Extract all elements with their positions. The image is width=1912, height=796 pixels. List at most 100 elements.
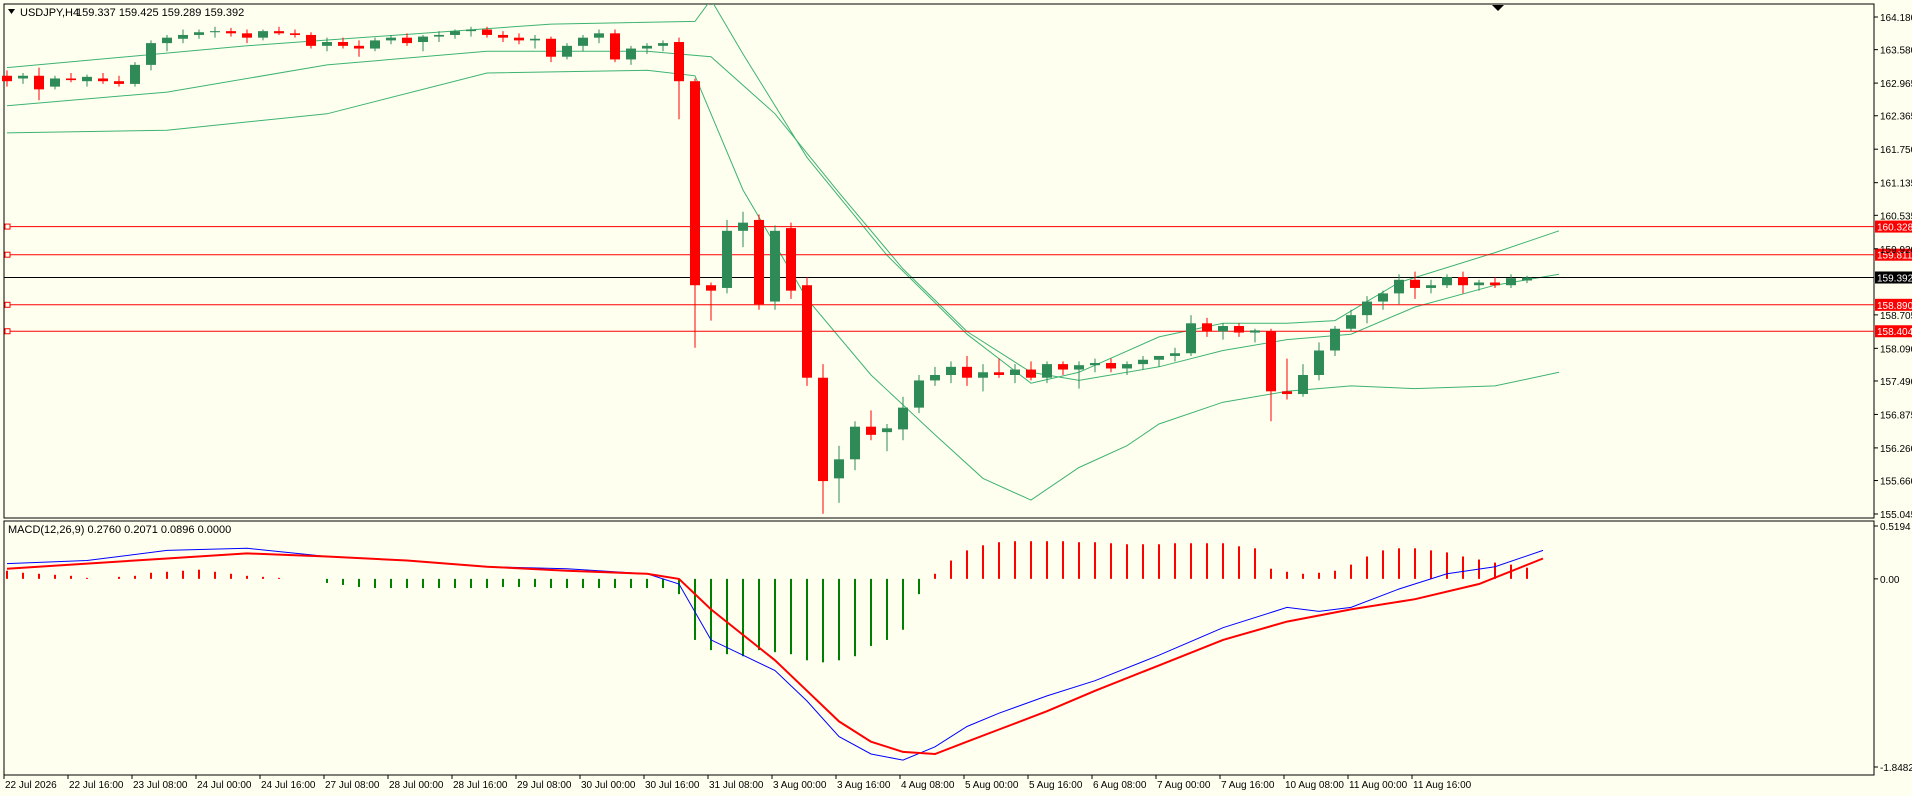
candle-body [834,459,844,479]
candle-body [1186,323,1196,354]
time-tick-label: 30 Jul 16:00 [645,780,700,791]
time-tick-label: 28 Jul 16:00 [453,780,508,791]
candle-body [786,228,796,291]
price-tick-label: 156.260 [1880,444,1912,455]
candle-body [626,48,636,60]
candle-body [1122,364,1132,369]
candle-body [706,285,716,291]
level-handle-icon [4,251,11,258]
time-tick-label: 24 Jul 16:00 [261,780,316,791]
candle-body [306,34,316,46]
candle-body [1458,277,1468,286]
candle-body [594,33,604,38]
candle-body [226,31,236,34]
candle-body [802,285,812,378]
candle-body [498,34,508,38]
price-tick-label: 164.180 [1880,13,1912,24]
time-tick-label: 5 Aug 00:00 [965,780,1019,791]
macd-plot [6,541,1544,761]
candle-body [210,31,220,33]
level-price-label: 158.404 [1877,327,1912,338]
candle-body [450,31,460,35]
candle-body [2,75,12,82]
candle-body [1426,285,1436,288]
candle-body [1490,282,1500,286]
macd-title: MACD(12,26,9) 0.2760 0.2071 0.0896 0.000… [8,524,231,536]
price-axis: 164.180 163.580 162.965 162.365 161.750 161.1… [1874,13,1912,521]
candle-body [642,45,652,49]
candle-body [338,42,348,46]
candle-body [194,32,204,35]
time-tick-label: 24 Jul 00:00 [197,780,252,791]
time-tick-label: 10 Aug 08:00 [1285,780,1344,791]
price-pane[interactable] [3,3,1875,519]
candle-body [34,75,44,90]
candle-body [962,366,972,378]
candle-body [658,43,668,46]
candle-body [690,81,700,286]
candle-body [994,372,1004,375]
candle-body [1346,315,1356,329]
candle-body [946,366,956,375]
time-tick-label: 3 Aug 16:00 [837,780,891,791]
candle-body [1170,353,1180,356]
candle-body [1010,369,1020,375]
candle-body [1234,326,1244,333]
shift-marker-icon[interactable] [1492,5,1504,11]
level-handle-icon [4,223,11,230]
level-price-label: 158.890 [1877,301,1912,312]
price-tick-label: 158.090 [1880,344,1912,355]
time-tick-label: 11 Aug 16:00 [1413,780,1472,791]
candle-body [546,38,556,57]
candle-body [50,78,60,87]
price-tick-label: 161.135 [1880,179,1912,190]
bollinger-lower-band [6,69,1560,501]
candle-body [466,29,476,32]
candle-body [850,426,860,460]
candle-body [610,33,620,60]
candle-body [1410,279,1420,288]
candle-body [514,37,524,41]
candle-body [434,34,444,37]
candle-body [1506,278,1516,286]
candle-body [1362,301,1372,316]
current-price-tag [1875,271,1912,284]
candle-body [1298,374,1308,395]
candle-body [322,42,332,46]
ohlc-readout: 159.337 159.425 159.289 159.392 [76,7,244,19]
candle-body [1282,391,1292,395]
time-tick-label: 6 Aug 08:00 [1093,780,1147,791]
level-price-label: 159.811 [1877,251,1912,262]
candle-body [1090,363,1100,366]
candle-body [274,31,284,34]
candle-body [1058,364,1068,370]
time-tick-label: 23 Jul 08:00 [133,780,188,791]
time-tick-label: 31 Jul 08:00 [709,780,764,791]
level-price-tag [1875,220,1912,233]
candles [2,26,1532,514]
macd-signal-line [6,552,1544,756]
price-tick-label: 161.750 [1880,145,1912,156]
candle-body [882,428,892,433]
horizontal-levels[interactable]: 160.328 159.811 158.890 158.404 159.392 [4,220,1912,339]
candle-body [754,219,764,305]
candle-body [482,29,492,35]
symbol-menu-icon[interactable] [8,9,15,14]
candle-body [1074,365,1084,370]
macd-pane[interactable] [3,520,1875,776]
candle-body [978,372,988,378]
candle-body [1138,359,1148,365]
candle-body [1394,279,1404,294]
candle-body [722,230,732,288]
candle-body [562,45,572,57]
candle-body [242,33,252,38]
level-handle-icon [4,301,11,308]
macd-tick-label: 0.00 [1880,575,1900,586]
candle-body [1042,364,1052,378]
level-price-label: 160.328 [1877,223,1912,234]
price-tick-label: 155.045 [1880,510,1912,521]
price-tick-label: 162.965 [1880,79,1912,90]
candle-body [1202,323,1212,332]
